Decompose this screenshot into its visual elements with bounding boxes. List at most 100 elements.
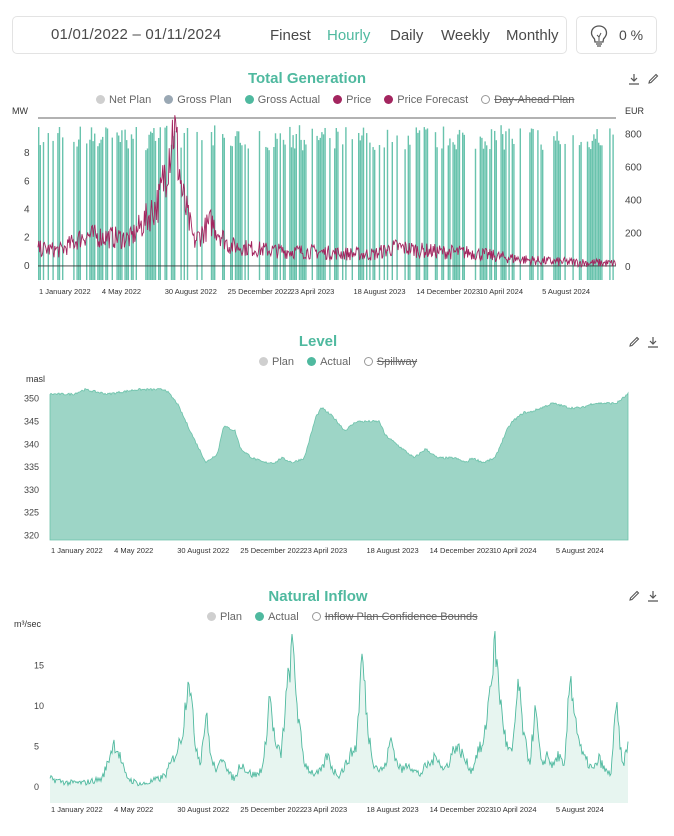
legend-label: Plan [220,611,243,623]
generation-bar [513,143,515,280]
legend-dot [244,95,254,104]
legend-dot [164,95,174,104]
generation-bar [130,134,133,280]
generation-bar [132,138,134,280]
x-tick-label: 4 May 2022 [102,287,141,296]
legend-dot [384,95,394,104]
resolution-monthly[interactable]: Monthly [506,27,559,44]
generation-bar [289,126,291,281]
download-icon[interactable] [628,73,640,85]
edit-icon[interactable] [628,590,640,602]
resolution-hourly[interactable]: Hourly [327,27,371,44]
generation-bar [409,144,411,280]
generation-bar [572,135,574,280]
generation-bar [39,145,41,280]
generation-bar [599,145,601,280]
generation-bar [494,130,496,280]
generation-bar [290,147,293,280]
generation-bar [244,144,246,280]
legend-label: Day-Ahead Plan [494,94,575,106]
generation-bar [76,146,78,280]
legend-dot [259,357,268,366]
download-icon[interactable] [647,336,659,348]
generation-bar [121,130,123,280]
generation-bar [90,127,93,280]
date-range-picker[interactable]: 01/01/2022 – 01/11/2024 [51,26,222,43]
generation-bar [462,132,464,280]
generation-bar [294,148,296,280]
generation-bar [586,141,589,280]
generation-bar [505,131,507,280]
generation-bar [454,144,456,280]
edit-icon[interactable] [647,73,659,85]
legend-item-gross-actual[interactable]: Gross Actual [244,94,320,106]
generation-bar [486,145,488,280]
legend-label: Gross Plan [177,94,232,106]
generation-bar [362,127,365,280]
generation-bar [127,148,129,280]
generation-bar [407,135,409,280]
x-tick-label: 18 August 2023 [367,546,419,555]
legend-item-spillway[interactable]: Spillway [363,356,418,368]
y-tick-label: 345 [24,416,39,426]
generation-bar [86,143,88,280]
legend-item-actual[interactable]: Actual [255,611,299,623]
legend-item-gross-plan[interactable]: Gross Plan [164,94,232,106]
y-tick-label: 320 [24,530,39,540]
generation-bar [97,146,99,280]
generation-bar [404,149,406,280]
generation-bar [119,142,121,280]
resolution-daily[interactable]: Daily [390,27,424,44]
legend-item-plan[interactable]: Plan [207,611,242,623]
generation-bar [532,128,534,280]
legend-item-net-plan[interactable]: Net Plan [96,94,151,106]
generation-bar [116,132,118,280]
chart-title-level: Level [298,333,338,350]
legend-label: Spillway [376,356,418,368]
download-icon[interactable] [647,590,659,602]
generation-bar [223,137,225,280]
generation-bar [337,131,339,280]
generation-bar [183,132,185,280]
legend-item-inflow-plan-confidence-bounds[interactable]: Inflow Plan Confidence Bounds [311,611,478,623]
generation-bar [447,145,449,280]
x-tick-label: 30 August 2022 [165,287,217,296]
lightbulb-toggle[interactable]: 0 % [576,16,657,54]
y-right-tick-label: 800 [625,130,642,141]
generation-bar [298,125,301,280]
y-left-tick-label: 6 [24,176,30,187]
generation-bar [318,140,320,280]
legend-item-price[interactable]: Price [333,94,371,106]
generation-bar [295,134,297,280]
legend-item-price-forecast[interactable]: Price Forecast [384,94,468,106]
generation-bar [234,136,237,280]
legend-natural-inflow: Plan Actual Inflow Plan Confidence Bound… [207,611,488,623]
generation-bar [166,125,168,280]
resolution-weekly[interactable]: Weekly [441,27,490,44]
lightbulb-icon [590,25,608,47]
legend-item-plan[interactable]: Plan [259,356,294,368]
edit-icon[interactable] [628,336,640,348]
generation-bar [383,147,385,280]
generation-bar [92,141,94,280]
x-tick-label: 25 December 2022 [240,805,304,814]
legend-dot [207,612,216,621]
left-axis-unit: MW [12,106,28,116]
generation-bar [458,129,461,280]
generation-bar [266,147,269,280]
y-tick-label: 350 [24,394,39,404]
generation-bar [374,149,376,280]
generation-bar [196,131,198,280]
generation-bar [238,131,240,280]
legend-item-actual[interactable]: Actual [307,356,351,368]
generation-bar [210,132,213,280]
legend-total-generation: Net Plan Gross Plan Gross Actual Price P… [96,94,584,106]
generation-bar [519,128,521,280]
y-tick-label: 340 [24,439,39,449]
generation-bar [442,126,445,280]
x-tick-label: 14 December 2023 [430,546,494,555]
resolution-finest[interactable]: Finest [270,27,311,44]
legend-item-day-ahead-plan[interactable]: Day-Ahead Plan [481,94,574,106]
legend-dot [311,612,321,621]
y-right-tick-label: 200 [625,229,642,240]
